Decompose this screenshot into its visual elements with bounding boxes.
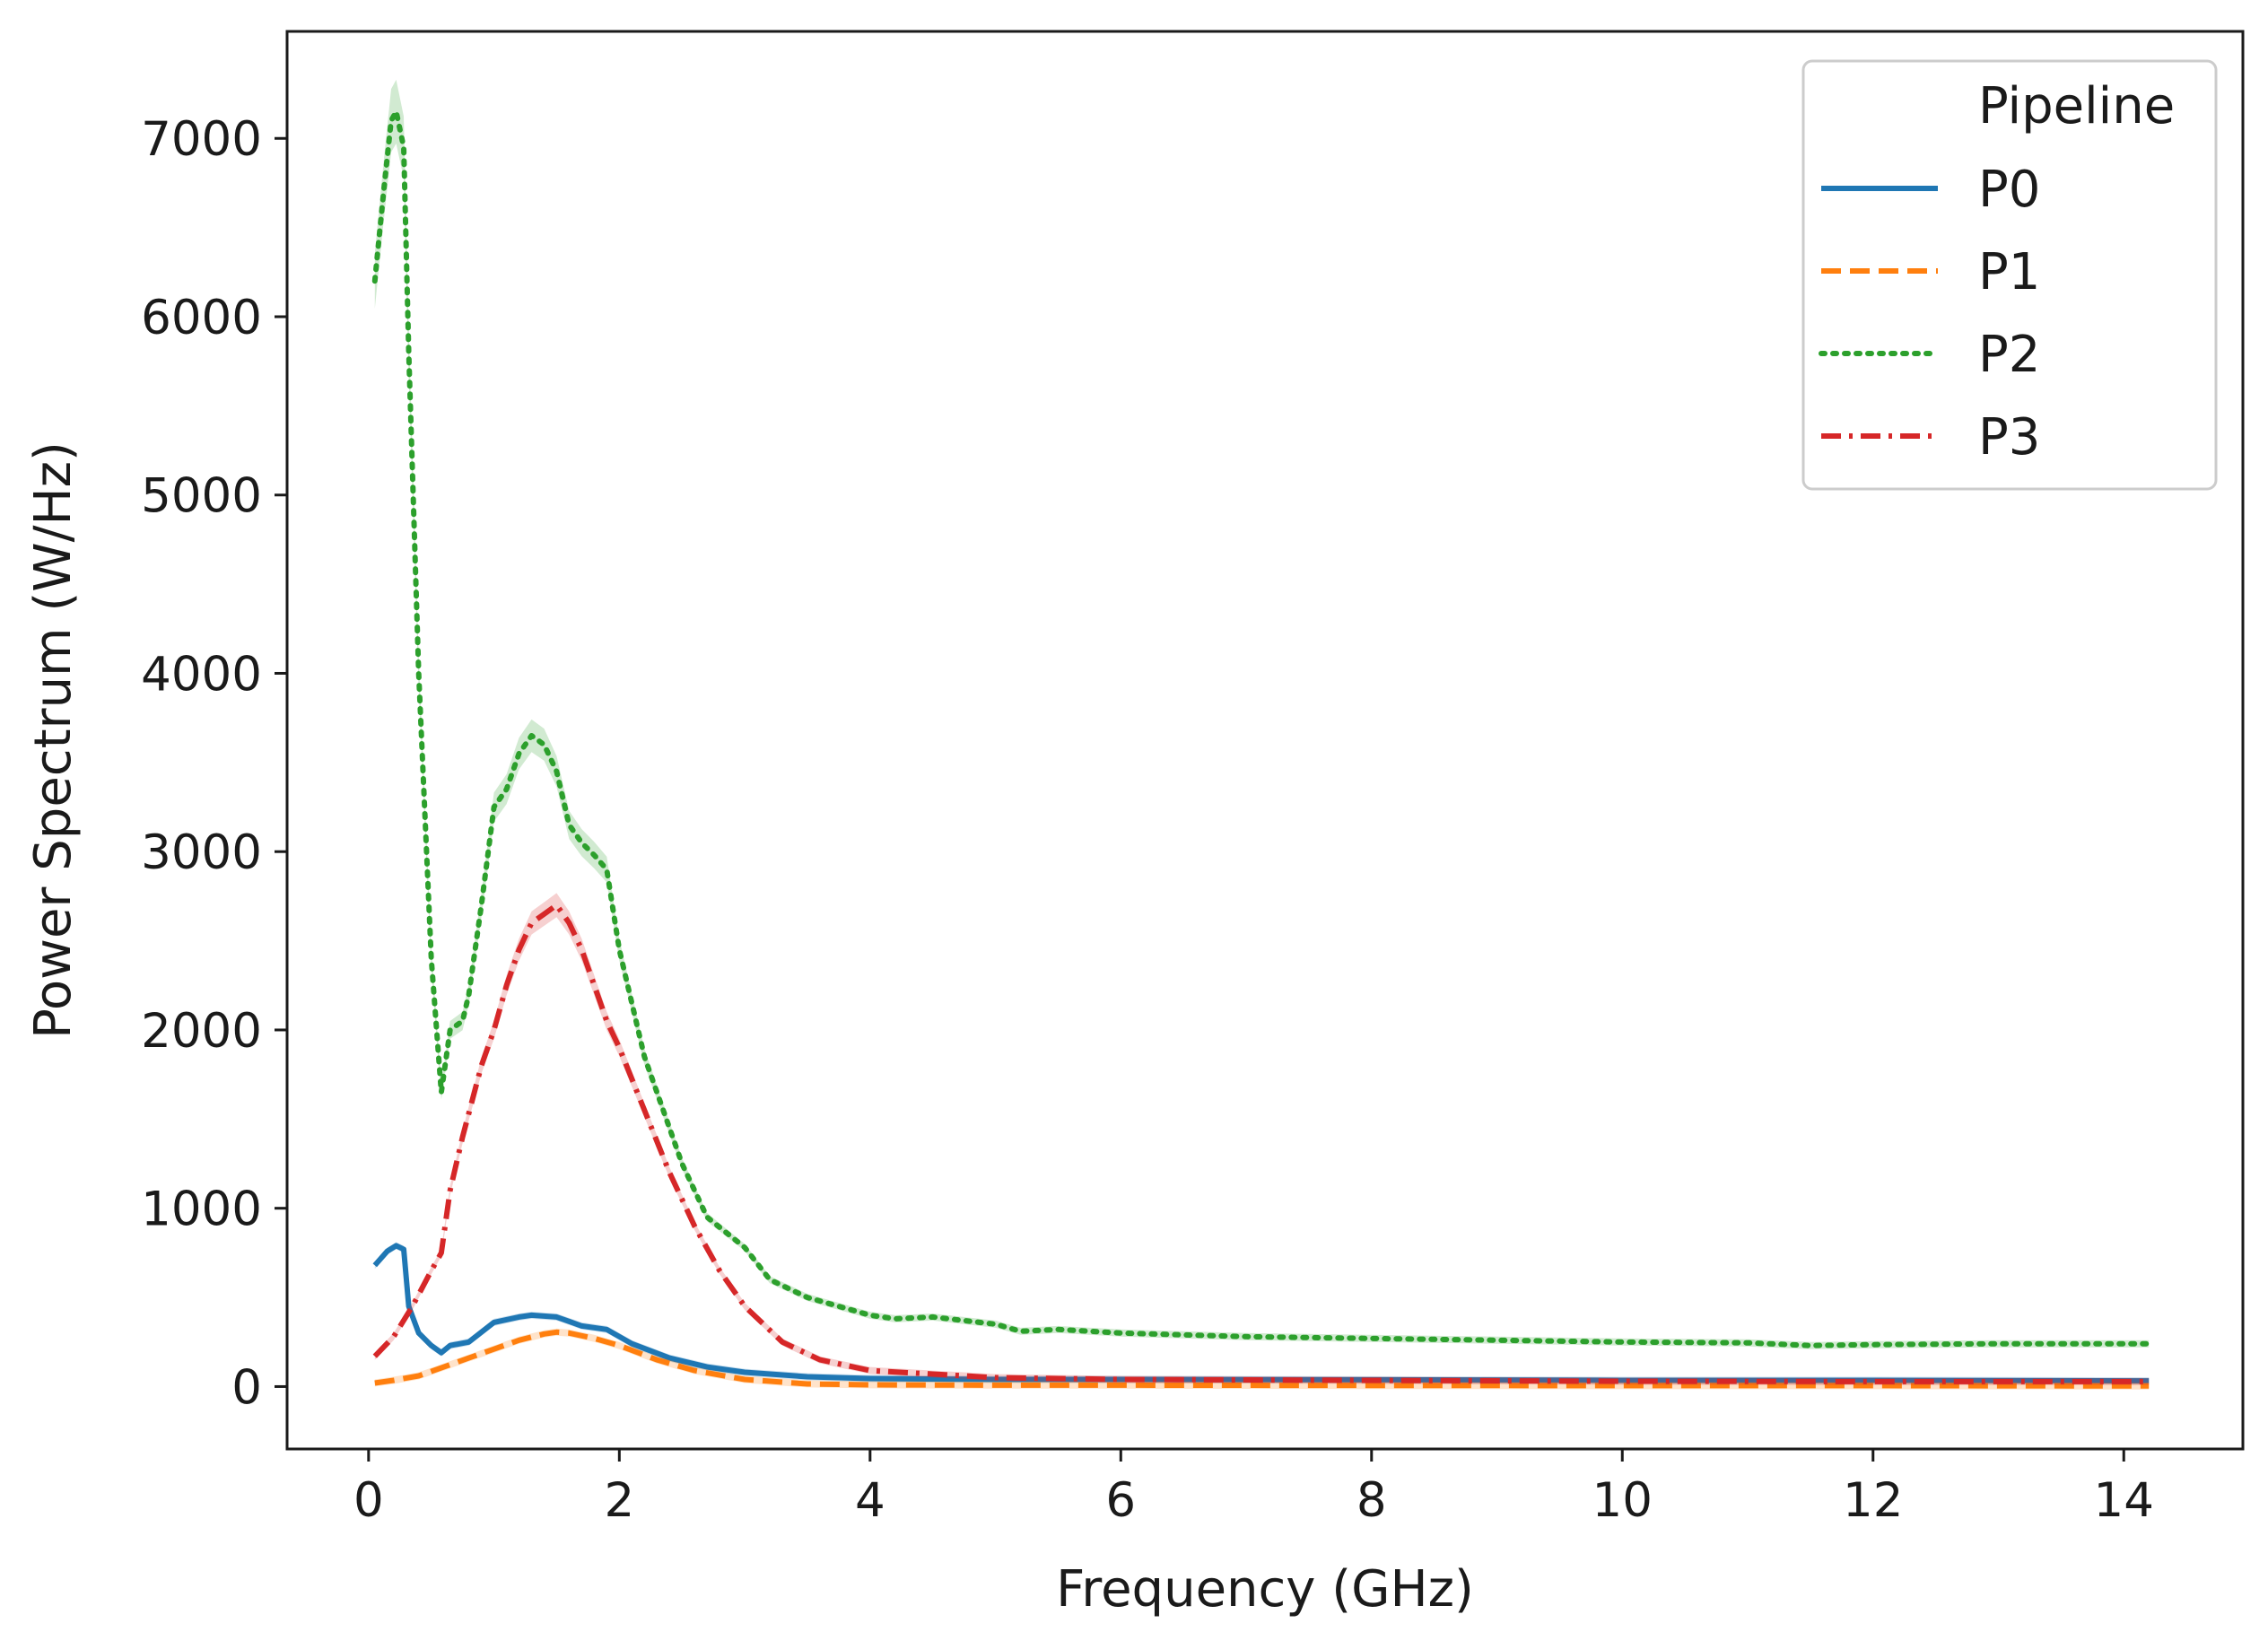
x-axis-label: Frequency (GHz) <box>1056 1560 1474 1619</box>
legend-box <box>1801 59 2218 491</box>
y-tick-label: 7000 <box>141 112 262 167</box>
legend: Pipeline P0 P1 P2 P3 <box>1801 59 2218 491</box>
x-tick-label: 14 <box>2094 1473 2154 1528</box>
y-axis: 0 1000 2000 3000 4000 5000 6000 7000 <box>141 112 287 1415</box>
y-tick-label: 0 <box>231 1360 262 1415</box>
series-p3 <box>372 893 2150 1385</box>
y-tick-label: 5000 <box>141 469 262 524</box>
legend-label-p1: P1 <box>1978 243 2040 301</box>
x-tick-label: 12 <box>1843 1473 1903 1528</box>
x-tick-label: 2 <box>604 1473 634 1528</box>
legend-label-p0: P0 <box>1978 161 2040 219</box>
y-axis-label: Power Spectrum (W/Hz) <box>24 441 83 1039</box>
y-tick-label: 2000 <box>141 1004 262 1059</box>
legend-entry-p1: P1 <box>1821 243 2040 301</box>
series-layer <box>371 79 2152 1390</box>
y-tick-label: 6000 <box>141 291 262 345</box>
y-tick-label: 4000 <box>141 647 262 702</box>
x-tick-label: 8 <box>1356 1473 1387 1528</box>
x-tick-label: 0 <box>353 1473 384 1528</box>
series-p2 <box>371 79 2152 1349</box>
legend-entry-p0: P0 <box>1821 161 2040 219</box>
legend-label-p2: P2 <box>1978 326 2040 384</box>
series-line-p3 <box>372 902 2150 1384</box>
x-tick-label: 6 <box>1105 1473 1136 1528</box>
legend-label-p3: P3 <box>1978 408 2040 467</box>
y-tick-label: 3000 <box>141 825 262 880</box>
x-tick-label: 4 <box>855 1473 885 1528</box>
plot-frame <box>285 30 2245 1451</box>
series-line-p1 <box>374 1329 2150 1389</box>
y-tick-label: 1000 <box>141 1183 262 1237</box>
x-axis: 0 2 4 6 8 10 12 14 <box>353 1449 2154 1528</box>
legend-entries: P0 P1 P2 P3 <box>1819 161 2040 467</box>
legend-entry-p2: P2 <box>1819 326 2040 384</box>
legend-title: Pipeline <box>1978 77 2175 135</box>
legend-entry-p3: P3 <box>1821 408 2040 467</box>
series-line-p2 <box>371 109 2152 1348</box>
x-tick-label: 10 <box>1592 1473 1653 1528</box>
